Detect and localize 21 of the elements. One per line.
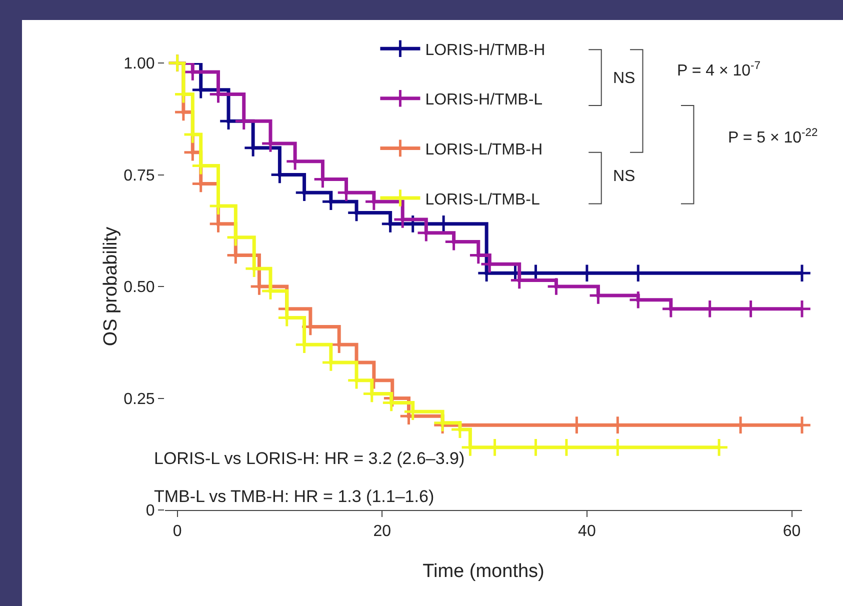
- annotation: TMB-L vs TMB-H: HR = 1.3 (1.1–1.6): [154, 487, 434, 506]
- annotation: P = 4 × 10$^{-7}$: [677, 60, 760, 80]
- y-tick-label: 0: [146, 502, 155, 520]
- legend-label: LORIS-L/TMB-H: [425, 141, 543, 158]
- x-tick-label: 0: [172, 523, 182, 540]
- annotation: NS: [613, 70, 636, 87]
- y-tick-label: 1.00: [124, 56, 155, 73]
- y-axis-title: OS probability: [100, 226, 122, 346]
- y-tick-label: 0.75: [124, 167, 155, 184]
- x-tick-label: 20: [373, 523, 392, 540]
- x-tick-label: 40: [578, 523, 596, 540]
- x-tick-label: 60: [782, 523, 801, 540]
- annotation: LORIS-L vs LORIS-H: HR = 3.2 (2.6–3.9): [154, 449, 465, 468]
- legend-label: LORIS-L/TMB-L: [425, 191, 540, 208]
- annotation: P = 5 × 10$^{-22}$: [728, 127, 818, 147]
- annotation: NS: [613, 168, 636, 185]
- x-axis-title: Time (months): [422, 561, 544, 582]
- legend-label: LORIS-H/TMB-H: [425, 42, 546, 59]
- legend-label: LORIS-H/TMB-L: [425, 92, 543, 109]
- y-tick-label: 0.50: [124, 279, 155, 296]
- y-tick-label: 0.25: [124, 390, 155, 408]
